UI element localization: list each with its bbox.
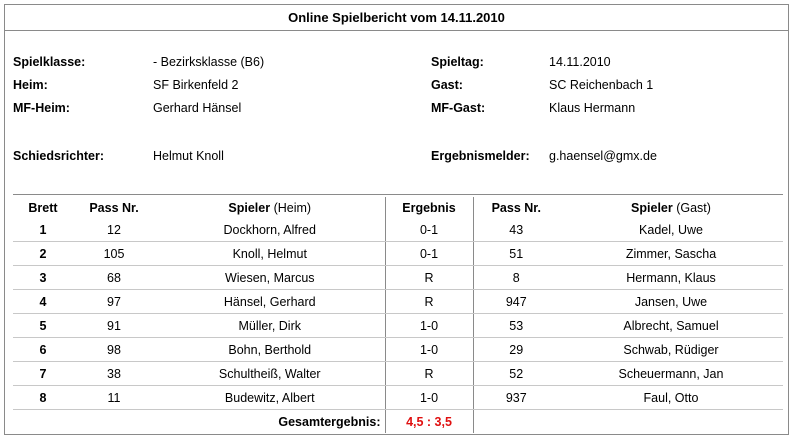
- mf-heim-label: MF-Heim:: [13, 101, 70, 115]
- spieler-heim-cell: Knoll, Helmut: [155, 241, 385, 266]
- heim-label: Heim:: [13, 78, 48, 92]
- brett-cell: 7: [13, 361, 73, 386]
- pass-heim-cell: 98: [73, 337, 155, 362]
- games-table: Brett Pass Nr. Spieler (Heim) Ergebnis P…: [13, 197, 783, 433]
- pass-gast-cell: 53: [473, 313, 559, 338]
- spieler-gast-cell: Albrecht, Samuel: [559, 313, 783, 338]
- spieler-gast-cell: Zimmer, Sascha: [559, 241, 783, 266]
- ergebnis-cell: 0-1: [384, 241, 474, 266]
- spieler-heim-cell: Hänsel, Gerhard: [155, 289, 385, 314]
- table-row: 1 12 Dockhorn, Alfred 0-1 43 Kadel, Uwe: [13, 218, 783, 242]
- spieler-gast-cell: Hermann, Klaus: [559, 265, 783, 290]
- header-spieler-gast-label: Spieler: [631, 200, 673, 215]
- pass-gast-cell: 51: [473, 241, 559, 266]
- header-brett: Brett: [28, 200, 58, 215]
- pass-heim-cell: 11: [73, 385, 155, 410]
- ergebnis-cell: 1-0: [384, 313, 474, 338]
- spieltag-label: Spieltag:: [431, 55, 484, 69]
- brett-cell: 2: [13, 241, 73, 266]
- info-row-spielklasse: Spielklasse: - Bezirksklasse (B6) Spielt…: [13, 55, 783, 73]
- mf-gast-label: MF-Gast:: [431, 101, 486, 115]
- header-spieler-gast-suffix: (Gast): [676, 200, 711, 215]
- mf-gast-value: Klaus Hermann: [549, 101, 636, 115]
- total-score: 4,5 : 3,5: [384, 409, 474, 433]
- pass-gast-cell: 29: [473, 337, 559, 362]
- schiedsrichter-value: Helmut Knoll: [153, 149, 224, 163]
- brett-cell: 3: [13, 265, 73, 290]
- heim-value: SF Birkenfeld 2: [153, 78, 239, 92]
- spieler-heim-cell: Schultheiß, Walter: [155, 361, 385, 386]
- pass-heim-cell: 91: [73, 313, 155, 338]
- spieler-gast-cell: Kadel, Uwe: [559, 218, 783, 242]
- table-row: 3 68 Wiesen, Marcus R 8 Hermann, Klaus: [13, 265, 783, 290]
- spieler-heim-cell: Budewitz, Albert: [155, 385, 385, 410]
- brett-cell: 6: [13, 337, 73, 362]
- pass-heim-cell: 105: [73, 241, 155, 266]
- ergebnis-cell: 1-0: [384, 337, 474, 362]
- ergebnismelder-value: g.haensel@gmx.de: [549, 149, 657, 163]
- pass-gast-cell: 947: [473, 289, 559, 314]
- spielklasse-value: - Bezirksklasse (B6): [153, 55, 265, 69]
- header-spieler-heim: Spieler (Heim): [155, 197, 385, 218]
- ergebnis-cell: 0-1: [384, 218, 474, 242]
- total-spacer: [473, 410, 783, 434]
- spieler-gast-cell: Jansen, Uwe: [559, 289, 783, 314]
- pass-heim-cell: 68: [73, 265, 155, 290]
- pass-heim-cell: 38: [73, 361, 155, 386]
- page-title: Online Spielbericht vom 14.11.2010: [5, 5, 788, 31]
- ergebnis-cell: R: [384, 265, 474, 290]
- header-spieler-heim-suffix: (Heim): [273, 200, 312, 215]
- section-divider: [13, 194, 783, 195]
- pass-gast-cell: 937: [473, 385, 559, 410]
- pass-gast-cell: 52: [473, 361, 559, 386]
- pass-gast-cell: 43: [473, 218, 559, 242]
- info-row-teams: Heim: SF Birkenfeld 2 Gast: SC Reichenba…: [13, 78, 783, 96]
- brett-cell: 4: [13, 289, 73, 314]
- table-row: 5 91 Müller, Dirk 1-0 53 Albrecht, Samue…: [13, 313, 783, 338]
- spielklasse-label: Spielklasse:: [13, 55, 86, 69]
- report-frame: Online Spielbericht vom 14.11.2010 Spiel…: [4, 4, 789, 435]
- table-row: 8 11 Budewitz, Albert 1-0 937 Faul, Otto: [13, 385, 783, 410]
- pass-heim-cell: 12: [73, 218, 155, 242]
- pass-heim-cell: 97: [73, 289, 155, 314]
- table-row: 2 105 Knoll, Helmut 0-1 51 Zimmer, Sasch…: [13, 241, 783, 266]
- gast-label: Gast:: [431, 78, 463, 92]
- header-ergebnis: Ergebnis: [384, 197, 474, 218]
- spieltag-value: 14.11.2010: [549, 55, 611, 69]
- table-header-row: Brett Pass Nr. Spieler (Heim) Ergebnis P…: [13, 197, 783, 218]
- pass-gast-cell: 8: [473, 265, 559, 290]
- gast-value: SC Reichenbach 1: [549, 78, 654, 92]
- total-label: Gesamtergebnis:: [278, 414, 381, 429]
- brett-cell: 1: [13, 218, 73, 242]
- spieler-heim-cell: Müller, Dirk: [155, 313, 385, 338]
- brett-cell: 8: [13, 385, 73, 410]
- ergebnis-cell: 1-0: [384, 385, 474, 410]
- header-spieler-heim-label: Spieler: [228, 200, 271, 215]
- table-row: 4 97 Hänsel, Gerhard R 947 Jansen, Uwe: [13, 289, 783, 314]
- brett-cell: 5: [13, 313, 73, 338]
- table-row: 7 38 Schultheiß, Walter R 52 Scheuermann…: [13, 361, 783, 386]
- table-row: 6 98 Bohn, Berthold 1-0 29 Schwab, Rüdig…: [13, 337, 783, 362]
- spieler-gast-cell: Schwab, Rüdiger: [559, 337, 783, 362]
- spieler-heim-cell: Dockhorn, Alfred: [155, 218, 385, 242]
- spieler-heim-cell: Bohn, Berthold: [155, 337, 385, 362]
- mf-heim-value: Gerhard Hänsel: [153, 101, 242, 115]
- ergebnismelder-label: Ergebnismelder:: [431, 149, 530, 163]
- schiedsrichter-label: Schiedsrichter:: [13, 149, 105, 163]
- info-row-officials: Schiedsrichter: Helmut Knoll Ergebnismel…: [13, 149, 783, 167]
- header-pass-heim: Pass Nr.: [89, 200, 139, 215]
- total-row: Gesamtergebnis: 4,5 : 3,5: [13, 409, 783, 434]
- ergebnis-cell: R: [384, 289, 474, 314]
- header-spieler-gast: Spieler (Gast): [559, 197, 783, 218]
- ergebnis-cell: R: [384, 361, 474, 386]
- header-pass-gast: Pass Nr.: [491, 200, 541, 215]
- info-row-captains: MF-Heim: Gerhard Hänsel MF-Gast: Klaus H…: [13, 101, 783, 119]
- spieler-heim-cell: Wiesen, Marcus: [155, 265, 385, 290]
- spieler-gast-cell: Scheuermann, Jan: [559, 361, 783, 386]
- spieler-gast-cell: Faul, Otto: [559, 385, 783, 410]
